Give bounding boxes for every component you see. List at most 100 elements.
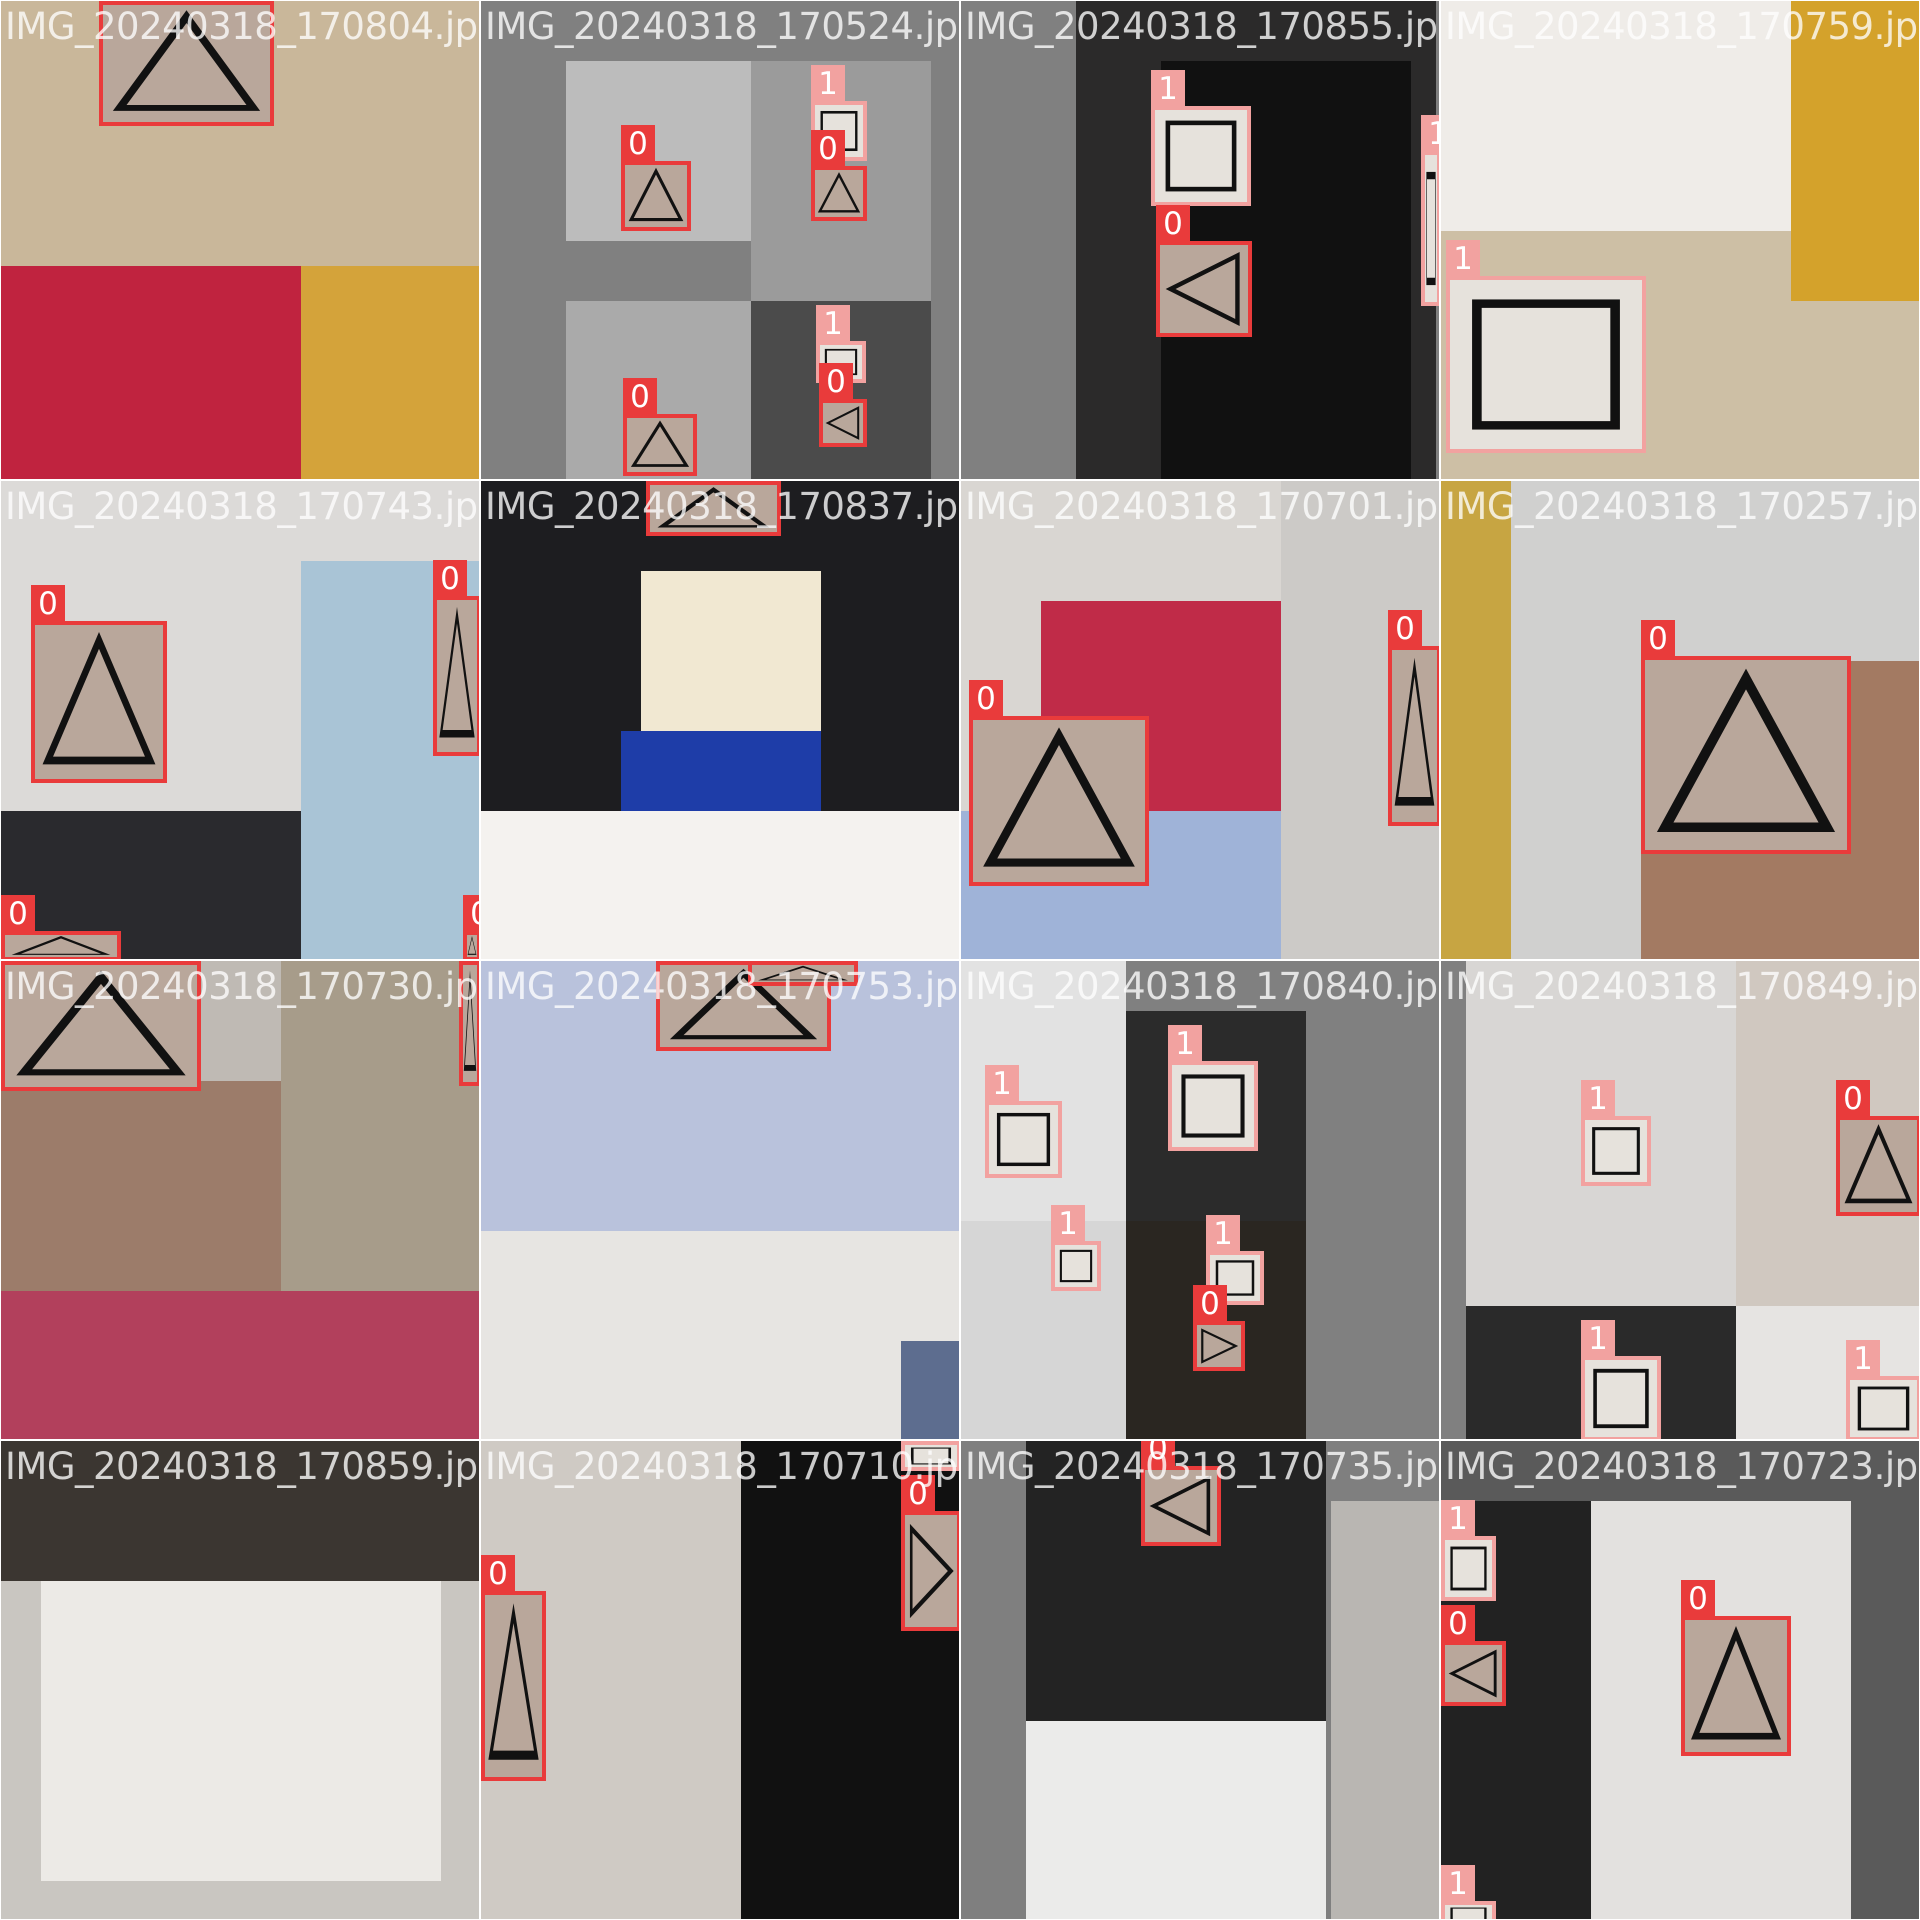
tile-filename: IMG_20240318_170859.jpg — [5, 1445, 480, 1488]
tile-filename: IMG_20240318_170723.jpg — [1445, 1445, 1920, 1488]
square-symbol-icon — [1181, 1074, 1245, 1138]
detection-box: 0 — [1, 961, 201, 1091]
triangle-symbol-icon — [463, 970, 477, 1071]
mosaic-tile: 0 0 0 0 IMG_20240318_170743.jpg — [0, 480, 480, 960]
mosaic-tile: 1 0 1 IMG_20240318_170855.jpg — [960, 0, 1440, 480]
detection-box: 0 — [1641, 620, 1851, 854]
mosaic-tile: 0 IMG_20240318_170735.jpg — [960, 1440, 1440, 1920]
tile-filename: IMG_20240318_170759.jpg — [1445, 5, 1920, 48]
photo-region — [901, 1341, 959, 1439]
tile-filename: IMG_20240318_170855.jpg — [965, 5, 1440, 48]
square-symbol-icon — [1165, 120, 1237, 192]
detection-box: 0 — [1681, 1580, 1791, 1756]
detection-box: 0 — [1441, 1605, 1506, 1706]
photo-region — [1026, 1721, 1326, 1919]
class-label-tag: 1 — [1581, 1320, 1615, 1357]
detection-box: 0 — [819, 363, 867, 447]
mosaic-tile: 1 1 1 1 0 IMG_20240318_170840.jpg — [960, 960, 1440, 1440]
class-label-tag: 0 — [481, 1555, 515, 1592]
mosaic-tile: 0 1 0 1 0 0 IMG_20240318_170524.jpg — [480, 0, 960, 480]
tile-filename: IMG_20240318_170730.jpg — [5, 965, 480, 1008]
class-label-tag: 0 — [901, 1475, 935, 1512]
detection-box: 0 — [646, 481, 781, 536]
tile-filename: IMG_20240318_170257.jpg — [1445, 485, 1920, 528]
mosaic-tile: 1 IMG_20240318_170759.jpg — [1440, 0, 1920, 480]
square-symbol-icon — [1857, 1386, 1910, 1431]
class-label-tag: 0 — [1641, 620, 1675, 657]
triangle-symbol-icon — [112, 10, 261, 111]
detection-box: 1 — [1051, 1205, 1101, 1291]
triangle-symbol-icon — [817, 172, 861, 213]
class-label-tag: 1 — [1441, 1865, 1475, 1902]
photo-region — [621, 731, 821, 811]
square-symbol-icon — [1592, 1127, 1640, 1175]
tile-filename: IMG_20240318_170849.jpg — [1445, 965, 1920, 1008]
class-label-tag: 0 — [819, 363, 853, 400]
triangle-symbol-icon — [909, 1523, 954, 1619]
photo-region — [1331, 1501, 1439, 1919]
class-label-tag: 1 — [985, 1065, 1019, 1102]
detection-box: 1 — [1151, 70, 1251, 206]
triangle-symbol-icon — [1201, 1328, 1239, 1364]
class-label-tag: 0 — [1, 895, 35, 932]
class-label-tag: 1 — [1051, 1205, 1085, 1242]
triangle-symbol-icon — [1844, 1124, 1913, 1204]
class-label-tag: 0 — [1193, 1285, 1227, 1322]
detection-box: 0 — [623, 378, 697, 476]
photo-region — [1, 1081, 281, 1301]
triangle-symbol-icon — [1448, 1649, 1497, 1698]
class-label-tag: 1 — [1151, 70, 1185, 107]
tile-filename: IMG_20240318_170743.jpg — [5, 485, 480, 528]
class-label-tag: 0 — [621, 125, 655, 162]
photo-region — [1441, 481, 1511, 959]
square-symbol-icon — [1215, 1260, 1255, 1296]
class-label-tag: 1 — [816, 305, 850, 342]
mosaic-tile: 0 IMG_20240318_170257.jpg — [1440, 480, 1920, 960]
detection-box: 0 — [811, 130, 867, 221]
tile-filename: IMG_20240318_170804.jpg — [5, 5, 480, 48]
mosaic-tile: 0 0 IMG_20240318_170701.jpg — [960, 480, 1440, 960]
detection-box: 0 — [901, 1475, 959, 1631]
detection-box: 0 — [1, 895, 121, 959]
class-label-tag: 0 — [623, 378, 657, 415]
class-label-tag: 1 — [1421, 115, 1439, 152]
detection-box: 1 — [1846, 1340, 1919, 1439]
triangle-symbol-icon — [1149, 1475, 1211, 1537]
class-label-tag: 1 — [1846, 1340, 1880, 1377]
class-label-tag: 0 — [1441, 1605, 1475, 1642]
triangle-symbol-icon — [1691, 1625, 1781, 1740]
tile-filename: IMG_20240318_170753.jpg — [485, 965, 960, 1008]
square-symbol-icon — [1426, 171, 1436, 286]
tile-filename: IMG_20240318_170701.jpg — [965, 485, 1440, 528]
detection-box: 0 — [31, 585, 167, 783]
triangle-symbol-icon — [758, 965, 848, 981]
square-symbol-icon — [910, 1447, 952, 1465]
triangle-symbol-icon — [467, 935, 477, 955]
mosaic-tile: 1 0 0 1 IMG_20240318_170723.jpg — [1440, 1440, 1920, 1920]
detection-box: 1 — [985, 1065, 1062, 1178]
square-symbol-icon — [1059, 1249, 1093, 1283]
triangle-symbol-icon — [657, 487, 770, 528]
tile-filename: IMG_20240318_170735.jpg — [965, 1445, 1440, 1488]
square-symbol-icon — [1450, 1546, 1487, 1591]
triangle-symbol-icon — [630, 420, 690, 467]
triangle-symbol-icon — [1656, 668, 1836, 832]
triangle-symbol-icon — [42, 631, 156, 765]
detection-box: 1 — [1446, 240, 1646, 453]
mosaic-tile: 1 0 1 1 IMG_20240318_170849.jpg — [1440, 960, 1920, 1440]
detection-box: 1 — [1441, 1500, 1496, 1601]
class-label-tag: 1 — [1581, 1080, 1615, 1117]
triangle-symbol-icon — [1165, 252, 1240, 326]
photo-region — [481, 1231, 959, 1439]
photo-region — [1791, 1, 1919, 301]
detection-box: 0 — [459, 961, 479, 1086]
triangle-symbol-icon — [488, 1603, 539, 1760]
class-label-tag: 0 — [31, 585, 65, 622]
class-label-tag: 0 — [433, 560, 467, 597]
triangle-symbol-icon — [825, 406, 860, 440]
detection-box: 0 — [1141, 1441, 1221, 1546]
class-label-tag: 1 — [811, 65, 845, 102]
